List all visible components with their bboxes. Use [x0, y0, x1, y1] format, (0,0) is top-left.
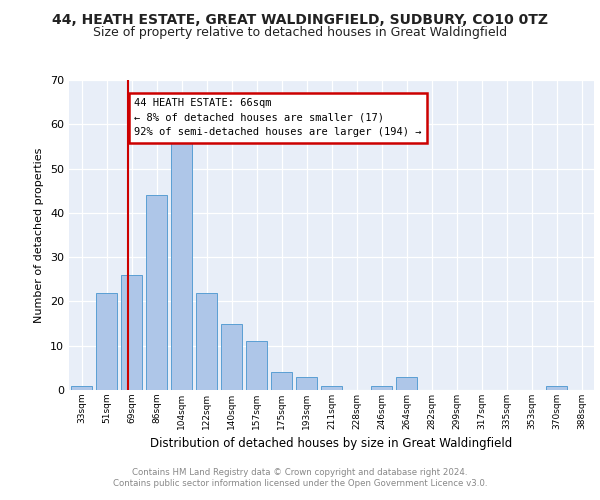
- Bar: [396, 376, 417, 390]
- Bar: [171, 133, 192, 390]
- Text: Size of property relative to detached houses in Great Waldingfield: Size of property relative to detached ho…: [93, 26, 507, 39]
- Bar: [96, 292, 117, 390]
- Bar: [271, 372, 292, 390]
- Bar: [546, 386, 567, 390]
- Bar: [221, 324, 242, 390]
- Text: 44, HEATH ESTATE, GREAT WALDINGFIELD, SUDBURY, CO10 0TZ: 44, HEATH ESTATE, GREAT WALDINGFIELD, SU…: [52, 12, 548, 26]
- Y-axis label: Number of detached properties: Number of detached properties: [34, 148, 44, 322]
- Bar: [321, 386, 342, 390]
- Text: 44 HEATH ESTATE: 66sqm
← 8% of detached houses are smaller (17)
92% of semi-deta: 44 HEATH ESTATE: 66sqm ← 8% of detached …: [134, 98, 421, 138]
- Bar: [246, 342, 267, 390]
- Bar: [196, 292, 217, 390]
- Bar: [146, 195, 167, 390]
- Bar: [121, 275, 142, 390]
- Bar: [71, 386, 92, 390]
- Bar: [296, 376, 317, 390]
- Text: Contains HM Land Registry data © Crown copyright and database right 2024.
Contai: Contains HM Land Registry data © Crown c…: [113, 468, 487, 487]
- X-axis label: Distribution of detached houses by size in Great Waldingfield: Distribution of detached houses by size …: [151, 438, 512, 450]
- Bar: [371, 386, 392, 390]
